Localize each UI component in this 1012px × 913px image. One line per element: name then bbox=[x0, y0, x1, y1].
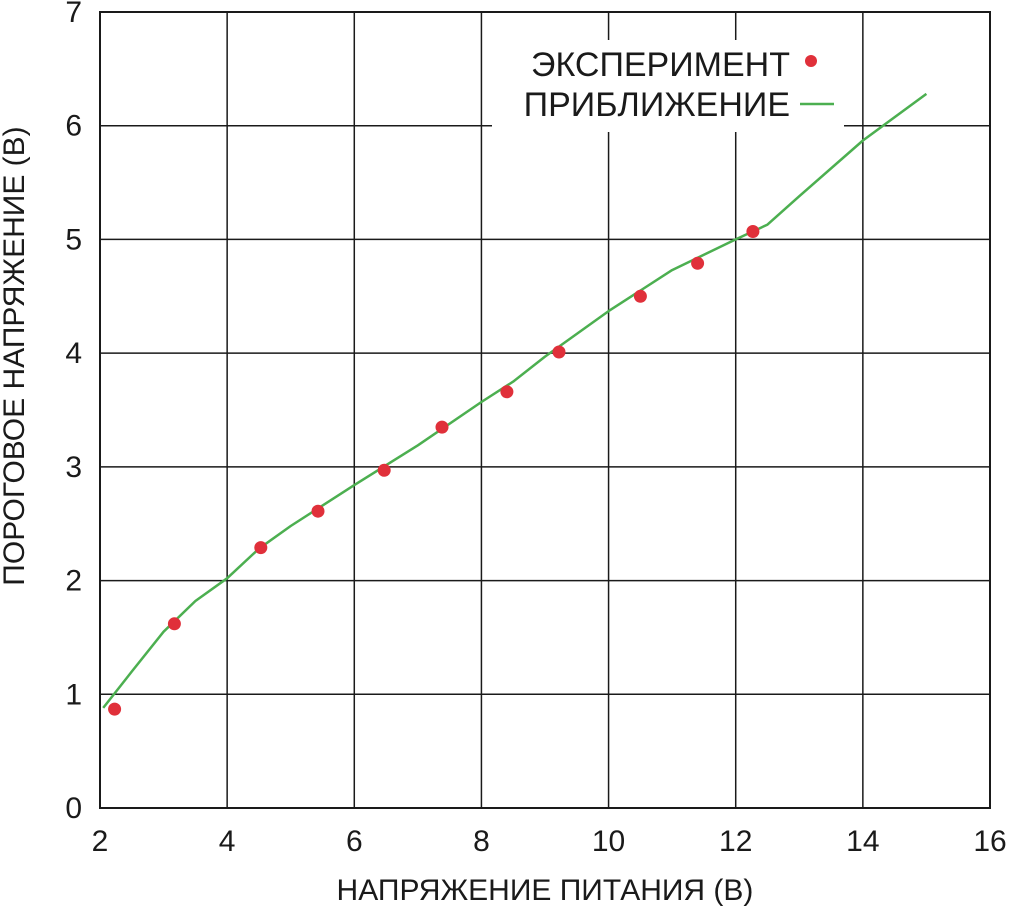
grid bbox=[99, 11, 991, 809]
y-tick-label: 7 bbox=[65, 0, 82, 29]
data-point bbox=[633, 289, 647, 303]
fit-line bbox=[102, 92, 928, 709]
y-tick-label: 2 bbox=[65, 565, 82, 598]
data-point bbox=[691, 256, 705, 270]
data-point bbox=[500, 385, 514, 399]
x-tick-label: 16 bbox=[973, 825, 1006, 858]
y-tick-label: 6 bbox=[65, 110, 82, 143]
data-point bbox=[311, 504, 325, 518]
data-point bbox=[435, 420, 449, 434]
legend-label-experiment: ЭКСПЕРИМЕНТ bbox=[531, 46, 790, 84]
data-point bbox=[746, 225, 760, 238]
x-axis-title: НАПРЯЖЕНИЕ ПИТАНИЯ (В) bbox=[337, 874, 754, 907]
y-tick-label: 3 bbox=[65, 451, 82, 484]
fit-line-layer bbox=[102, 92, 928, 709]
data-point bbox=[167, 617, 181, 631]
x-tick-label: 4 bbox=[219, 825, 236, 858]
data-point bbox=[377, 463, 391, 477]
y-tick-label: 5 bbox=[65, 223, 82, 256]
data-point bbox=[254, 541, 268, 555]
y-axis-title: ПОРОГОВОЕ НАПРЯЖЕНИЕ (В) bbox=[0, 126, 31, 585]
y-tick-label: 4 bbox=[65, 337, 82, 370]
x-tick-label: 2 bbox=[92, 825, 109, 858]
data-point bbox=[552, 345, 566, 359]
legend-background bbox=[492, 40, 844, 132]
y-tick-label: 1 bbox=[65, 678, 82, 711]
legend-label-approximation: ПРИБЛИЖЕНИЕ bbox=[524, 86, 790, 124]
legend: ЭКСПЕРИМЕНТ ПРИБЛИЖЕНИЕ bbox=[492, 40, 844, 132]
y-tick-labels: 0 1 2 3 4 5 6 7 bbox=[65, 0, 82, 825]
plot-frame bbox=[99, 11, 991, 809]
y-tick-label: 0 bbox=[65, 792, 82, 825]
x-tick-label: 6 bbox=[346, 825, 363, 858]
x-tick-label: 8 bbox=[473, 825, 490, 858]
x-tick-label: 10 bbox=[592, 825, 625, 858]
data-points-layer bbox=[108, 225, 760, 716]
x-tick-label: 14 bbox=[846, 825, 879, 858]
legend-marker-experiment bbox=[805, 55, 817, 67]
x-tick-labels: 2 4 6 8 10 12 14 16 bbox=[92, 825, 1007, 858]
data-point bbox=[108, 702, 122, 716]
x-tick-label: 12 bbox=[719, 825, 752, 858]
